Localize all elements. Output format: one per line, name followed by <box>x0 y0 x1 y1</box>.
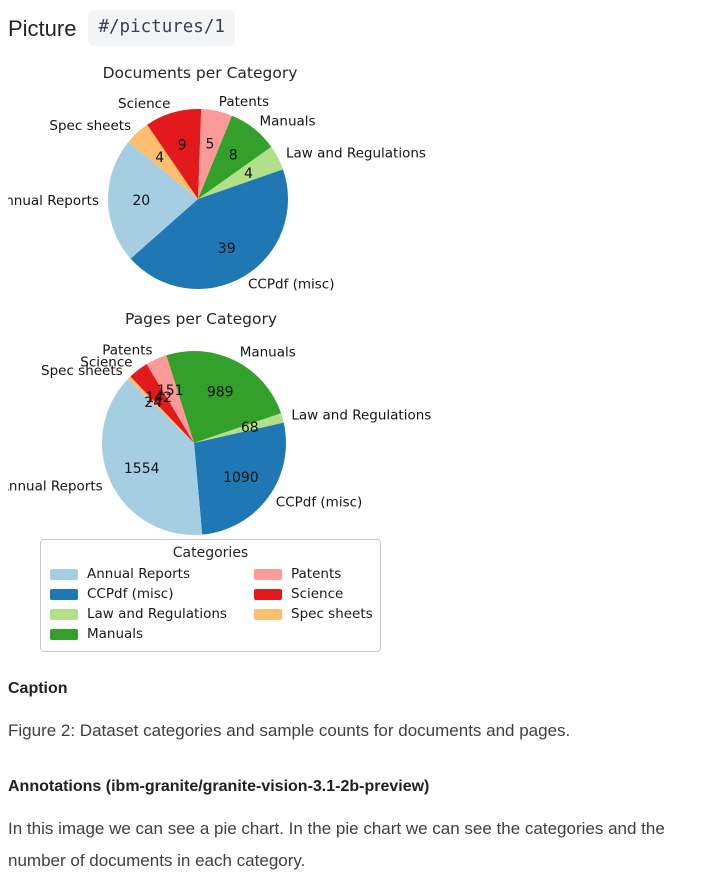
legend-label: Manuals <box>87 626 144 642</box>
legend-swatch-science <box>254 588 282 600</box>
pie-value-ccpdf-misc: 1090 <box>223 470 259 486</box>
caption-text: Figure 2: Dataset categories and sample … <box>8 721 571 740</box>
pie-value-annual-reports: 20 <box>132 193 150 209</box>
pie-label-ccpdf-misc: CCPdf (misc) <box>276 495 363 511</box>
pie-slice-science <box>130 364 194 443</box>
legend-grid: Annual Reports CCPdf (misc) Law and Regula… <box>50 564 373 644</box>
legend-title: Categories <box>172 545 249 561</box>
legend-label: Annual Reports <box>87 566 191 582</box>
pie-value-manuals: 8 <box>229 148 238 164</box>
pie-slice-ccpdf-misc <box>194 422 287 535</box>
annotations-heading: Annotations (ibm-granite/granite-vision-… <box>8 778 430 795</box>
pie-slice-patents <box>146 355 194 443</box>
legend-swatch-annual-reports <box>50 568 78 580</box>
pie-label-annual-reports: Annual Reports <box>8 193 99 209</box>
pie-label-patents: Patents <box>219 94 269 110</box>
pie-slice-manuals <box>198 115 272 199</box>
legend-item-science: Science <box>254 586 373 602</box>
pie-slice-ccpdf-misc <box>130 169 289 290</box>
pie-label-law-and-regulations: Law and Regulations <box>291 407 431 423</box>
pie-slice-manuals <box>166 350 282 443</box>
pie-value-spec-sheets: 4 <box>155 150 164 166</box>
chart-legend: Categories Annual Reports CCPdf (misc) Law… <box>40 539 381 652</box>
legend-label: Patents <box>291 566 342 582</box>
legend-label: Spec sheets <box>291 606 373 622</box>
pie-label-patents: Patents <box>102 343 152 359</box>
pie-value-law-and-regulations: 4 <box>244 166 253 182</box>
pie-label-manuals: Manuals <box>260 113 316 129</box>
pie-value-ccpdf-misc: 39 <box>218 241 236 257</box>
legend-item-ccpdf-misc: CCPdf (misc) <box>50 586 254 602</box>
pie-slice-annual-reports <box>108 141 198 259</box>
pie-value-science: 9 <box>178 138 187 154</box>
pie-slice-law-and-regulations <box>198 146 283 199</box>
pie-value-patents: 151 <box>157 383 184 399</box>
pie-slice-spec-sheets <box>128 124 198 199</box>
legend-label: Law and Regulations <box>87 606 227 622</box>
legend-label: Science <box>291 586 344 602</box>
legend-swatch-manuals <box>50 628 78 640</box>
picture-path-chip[interactable]: #/pictures/1 <box>88 10 235 46</box>
legend-swatch-ccpdf-misc <box>50 588 78 600</box>
pie-label-ccpdf-misc: CCPdf (misc) <box>248 276 335 292</box>
pie-label-science: Science <box>80 355 132 371</box>
pie-slice-law-and-regulations <box>194 413 284 443</box>
pie-slice-patents <box>198 109 233 199</box>
page-title-text: Picture <box>8 15 77 41</box>
pie-slice-spec-sheets <box>127 376 194 443</box>
pie-title: Pages per Category <box>125 310 277 328</box>
pie-value-law-and-regulations: 68 <box>241 420 259 436</box>
caption-heading: Caption <box>8 680 68 697</box>
pie-label-annual-reports: Annual Reports <box>8 479 103 495</box>
pie-value-patents: 5 <box>205 137 214 153</box>
legend-item-law-and-regulations: Law and Regulations <box>50 606 254 622</box>
pie-title: Documents per Category <box>103 64 298 82</box>
legend-swatch-patents <box>254 568 282 580</box>
pie-label-science: Science <box>118 96 170 112</box>
pie-value-annual-reports: 1554 <box>124 461 160 477</box>
pie-label-law-and-regulations: Law and Regulations <box>286 146 426 162</box>
pie-charts-figure: Documents per Category 5 Patents 8 Manuals 4 L… <box>8 60 716 652</box>
legend-item-patents: Patents <box>254 566 373 582</box>
pie-value-science: 142 <box>145 390 172 406</box>
page-title: Picture #/pictures/1 <box>8 10 716 46</box>
pie-value-manuals: 989 <box>207 384 234 400</box>
pie-value-spec-sheets: 24 <box>144 395 162 411</box>
annotations-text: In this image we can see a pie chart. In… <box>8 819 665 870</box>
legend-item-annual-reports: Annual Reports <box>50 566 254 582</box>
legend-swatch-spec-sheets <box>254 608 282 620</box>
legend-item-manuals: Manuals <box>50 626 254 642</box>
legend-swatch-law-and-regulations <box>50 608 78 620</box>
legend-item-spec-sheets: Spec sheets <box>254 606 373 622</box>
documents-per-category-pie-chart: Documents per Category 5 Patents 8 Manuals 4 L… <box>8 64 426 292</box>
pie-label-spec-sheets: Spec sheets <box>41 363 123 379</box>
pie-slice-science <box>147 108 202 199</box>
pie-label-spec-sheets: Spec sheets <box>49 118 131 134</box>
legend-label: CCPdf (misc) <box>87 586 174 602</box>
pie-slice-annual-reports <box>101 378 203 535</box>
pie-label-manuals: Manuals <box>240 345 296 361</box>
pages-per-category-pie-chart: Pages per Category 151 Patents 989 Manuals 68… <box>8 310 431 535</box>
